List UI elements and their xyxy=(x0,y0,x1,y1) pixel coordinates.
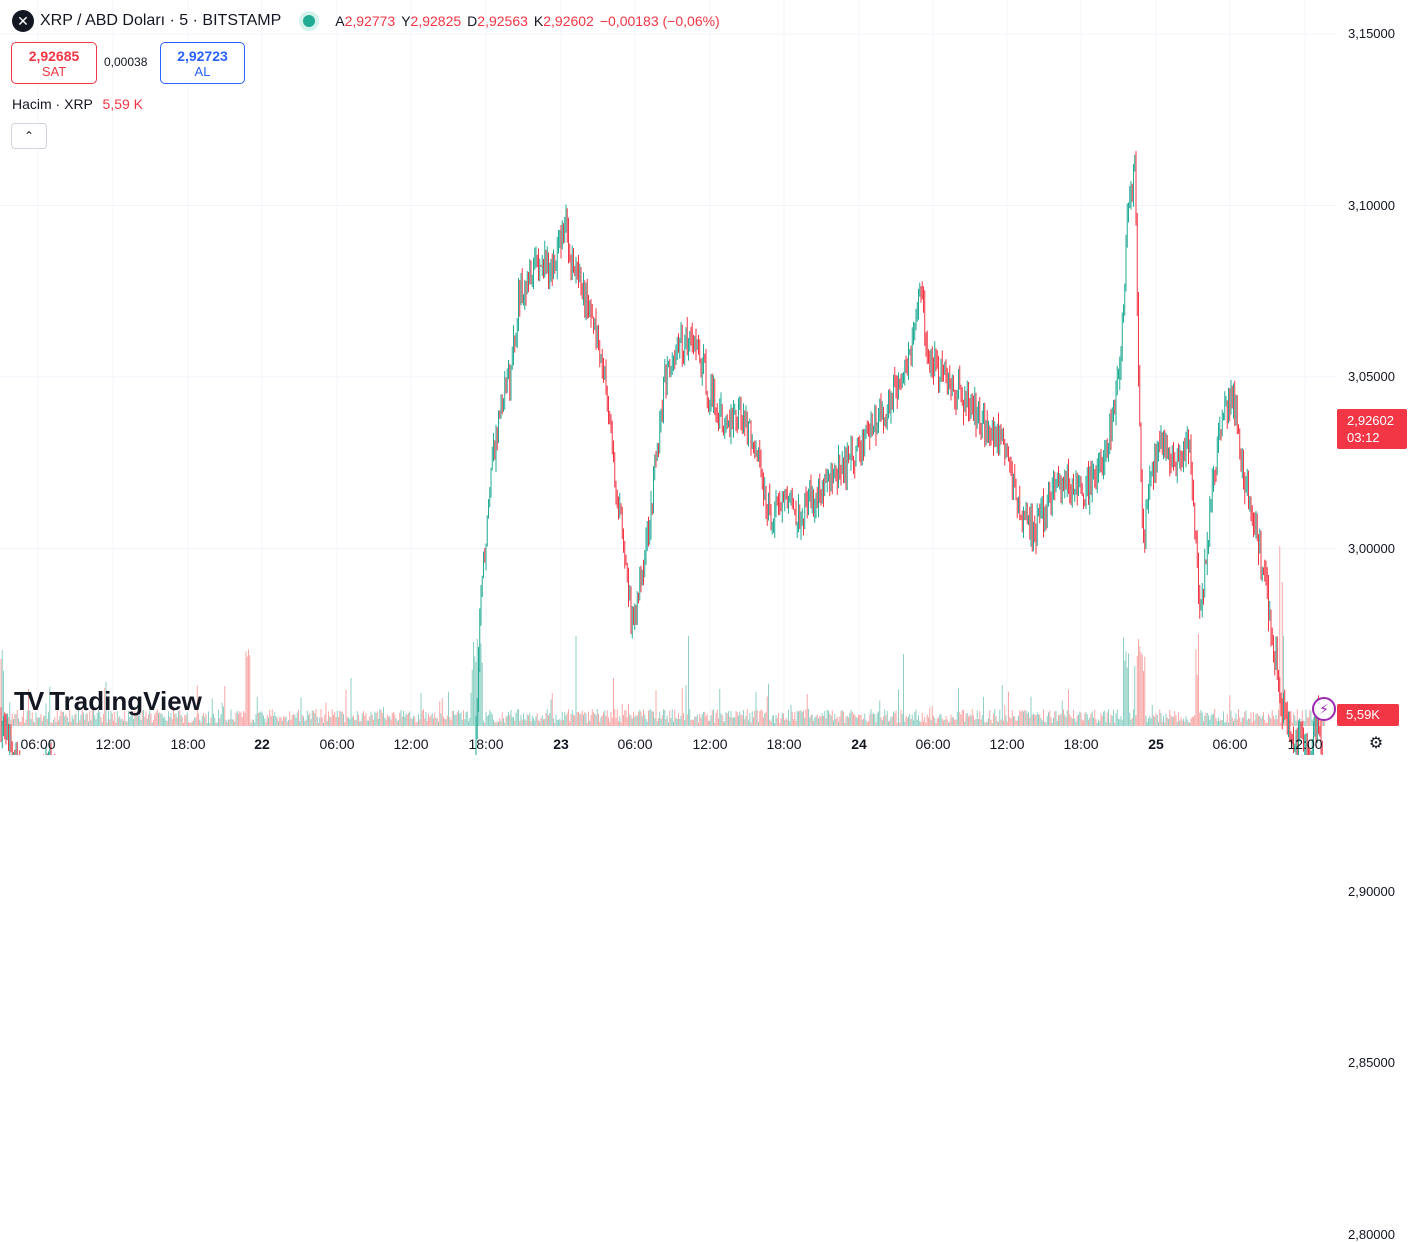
open-label: A xyxy=(335,13,345,29)
time-tick-label: 25 xyxy=(1148,736,1164,752)
buy-price: 2,92723 xyxy=(177,47,228,64)
lightning-icon[interactable]: ⚡ xyxy=(1312,697,1336,721)
time-tick-label: 06:00 xyxy=(617,736,653,752)
chevron-up-icon: ⌃ xyxy=(23,129,35,143)
bar-countdown: 03:12 xyxy=(1347,430,1380,445)
time-tick-label: 18:00 xyxy=(1063,736,1099,752)
tradingview-mark-icon: TV xyxy=(14,686,44,716)
time-tick-label: 06:00 xyxy=(1212,736,1248,752)
sell-button[interactable]: 2,92685 SAT xyxy=(11,42,97,84)
xrp-logo-icon: ✕ xyxy=(12,10,34,32)
time-tick-label: 12:00 xyxy=(692,736,728,752)
last-price-value: 2,92602 xyxy=(1347,413,1394,428)
time-tick-label: 06:00 xyxy=(319,736,355,752)
price-tick-label: 3,00000 xyxy=(1348,540,1395,556)
low-label: D xyxy=(467,13,478,29)
price-tick-label: 2,80000 xyxy=(1348,1226,1395,1242)
volume-value: 5,59 K xyxy=(102,96,144,112)
live-dot-icon xyxy=(303,15,316,27)
time-tick-label: 18:00 xyxy=(766,736,802,752)
time-tick-label: 06:00 xyxy=(915,736,951,752)
last-price-tag: 2,92602 03:12 xyxy=(1337,409,1407,449)
volume-label: Hacim · XRP xyxy=(12,96,93,112)
buy-label: AL xyxy=(194,63,211,79)
candlestick-series xyxy=(0,151,1323,755)
time-tick-label: 18:00 xyxy=(170,736,206,752)
price-tick-label: 3,10000 xyxy=(1348,197,1395,213)
chart-grid xyxy=(0,33,1337,721)
symbol-title[interactable]: XRP / ABD Doları · 5 · BITSTAMP xyxy=(40,12,282,29)
volume-bars xyxy=(0,546,1326,726)
time-tick-label: 12:00 xyxy=(95,736,131,752)
collapse-button[interactable]: ⌃ xyxy=(11,123,47,149)
change-value: −0,00183 (−0,06%) xyxy=(599,13,720,29)
symbol-header[interactable]: ✕ XRP / ABD Doları · 5 · BITSTAMP A2,927… xyxy=(12,8,720,34)
high-value: 2,92825 xyxy=(410,13,462,29)
time-tick-label: 12:00 xyxy=(989,736,1025,752)
close-label: K xyxy=(533,13,544,29)
last-volume-tag: 5,59K xyxy=(1337,704,1399,726)
time-tick-label: 18:00 xyxy=(468,736,504,752)
close-value: 2,92602 xyxy=(543,13,594,29)
sell-price: 2,92685 xyxy=(28,47,80,64)
tradingview-wordmark: TradingView xyxy=(49,686,202,716)
price-chart[interactable] xyxy=(0,0,1411,755)
time-tick-label: 22 xyxy=(254,736,270,752)
spread-value: 0,00038 xyxy=(104,55,148,69)
tradingview-logo[interactable]: TV TradingView xyxy=(14,686,202,717)
buy-button[interactable]: 2,92723 AL xyxy=(160,42,245,84)
sell-label: SAT xyxy=(41,63,67,79)
time-tick-label: 23 xyxy=(553,736,569,752)
low-value: 2,92563 xyxy=(477,13,528,29)
time-tick-label: 12:00 xyxy=(1287,736,1323,752)
price-tick-label: 2,85000 xyxy=(1348,1055,1395,1070)
price-tick-label: 2,90000 xyxy=(1348,883,1395,899)
price-tick-label: 3,05000 xyxy=(1348,369,1395,384)
open-value: 2,92773 xyxy=(344,13,396,29)
time-tick-label: 12:00 xyxy=(393,736,429,752)
high-label: Y xyxy=(401,13,411,29)
time-tick-label: 06:00 xyxy=(20,736,56,752)
price-tick-label: 3,15000 xyxy=(1348,26,1395,41)
volume-legend[interactable]: Hacim · XRP 5,59 K xyxy=(12,96,143,112)
time-tick-label: 24 xyxy=(851,736,867,752)
ohlc-values: A2,92773 Y2,92825 D2,92563 K2,92602 −0,0… xyxy=(335,13,719,29)
gear-icon[interactable]: ⚙ xyxy=(1368,735,1384,752)
